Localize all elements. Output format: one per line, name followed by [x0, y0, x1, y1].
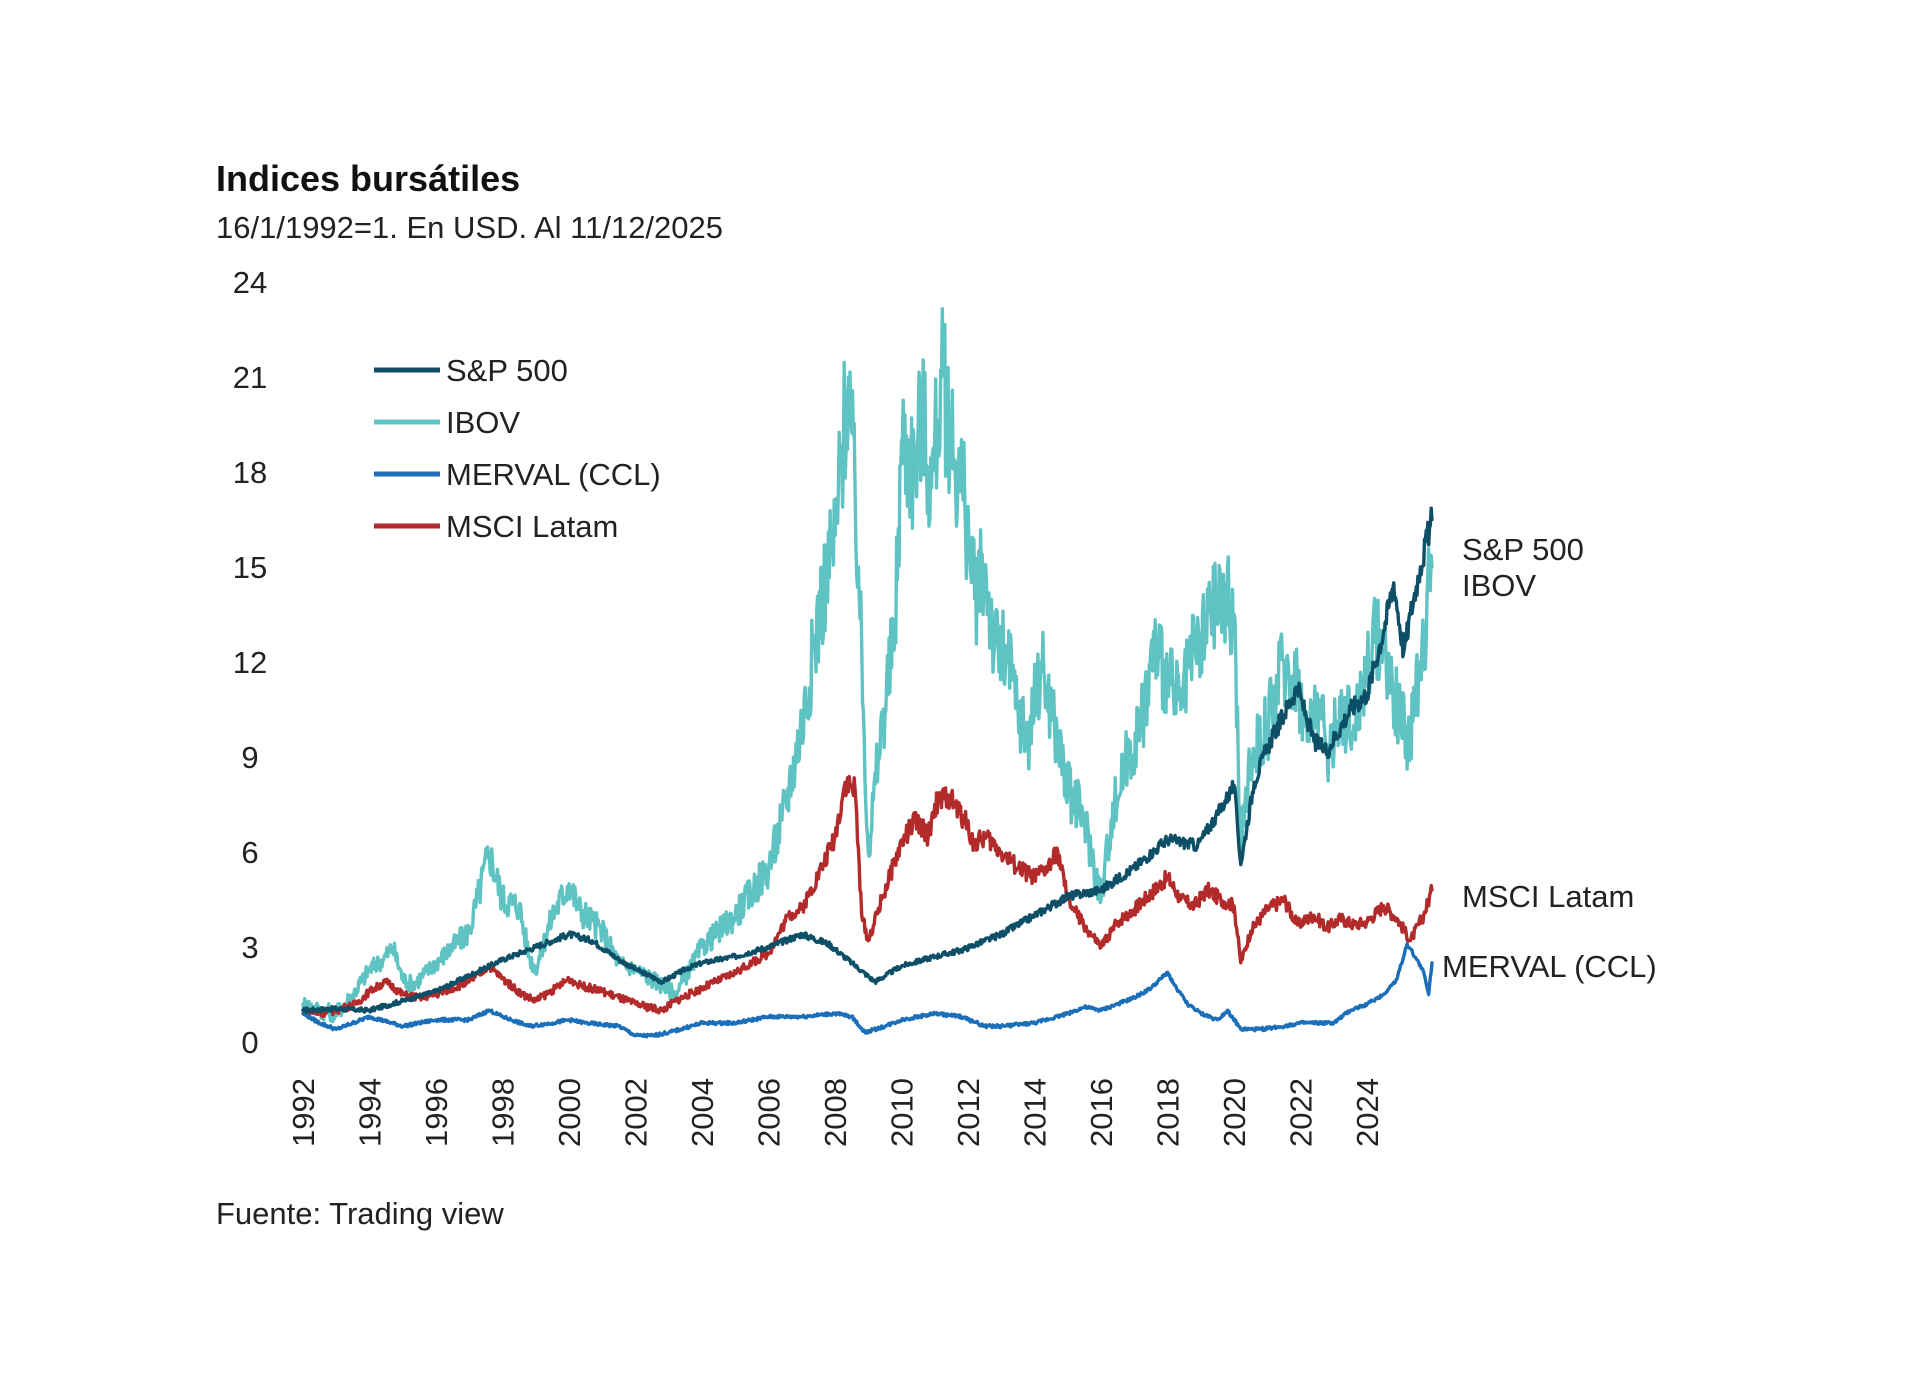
series-line-s-p-500: [301, 506, 1434, 1014]
series-line-merval-ccl: [301, 942, 1434, 1039]
end-label: MSCI Latam: [1462, 879, 1634, 914]
x-tick-label: 1994: [353, 1078, 388, 1147]
x-tick-label: 2010: [885, 1078, 920, 1147]
y-tick-label: 3: [241, 930, 258, 965]
y-tick-label: 9: [241, 740, 258, 775]
x-tick-label: 2014: [1018, 1078, 1053, 1147]
legend-label: IBOV: [446, 405, 520, 440]
y-tick-label: 12: [233, 645, 267, 680]
series-line-msci-latam: [301, 774, 1434, 1019]
x-tick-label: 2022: [1284, 1078, 1319, 1147]
x-tick-label: 2000: [552, 1078, 587, 1147]
x-tick-label: 2012: [951, 1078, 986, 1147]
x-tick-label: 2016: [1084, 1078, 1119, 1147]
series-line-ibov: [301, 307, 1434, 1024]
end-label: IBOV: [1462, 568, 1536, 603]
source-note: Fuente: Trading view: [216, 1196, 504, 1231]
y-tick-label: 15: [233, 550, 267, 585]
legend-label: S&P 500: [446, 353, 568, 388]
x-tick-label: 2002: [619, 1078, 654, 1147]
x-tick-label: 1992: [286, 1078, 321, 1147]
chart-subtitle: 16/1/1992=1. En USD. Al 11/12/2025: [216, 210, 724, 245]
series-lines: [301, 307, 1434, 1039]
x-tick-label: 2004: [685, 1078, 720, 1147]
y-tick-label: 6: [241, 835, 258, 870]
legend: S&P 500 IBOV MERVAL (CCL) MSCI Latam: [374, 353, 661, 544]
y-tick-label: 18: [233, 455, 267, 490]
x-tick-label: 2020: [1217, 1078, 1252, 1147]
x-tick-label: 1998: [486, 1078, 521, 1147]
x-tick-label: 1996: [419, 1078, 454, 1147]
legend-label: MERVAL (CCL): [446, 457, 661, 492]
y-tick-label: 0: [241, 1025, 258, 1060]
x-tick-label: 2008: [818, 1078, 853, 1147]
x-tick-label: 2018: [1151, 1078, 1186, 1147]
y-tick-label: 21: [233, 360, 267, 395]
x-tick-label: 2024: [1350, 1078, 1385, 1147]
y-axis: 0 3 6 9 12 15 18 21 24: [233, 265, 267, 1060]
legend-label: MSCI Latam: [446, 509, 618, 544]
x-axis: 1992 1994 1996 1998 2000 2002 2004 2006 2008 2010…: [286, 1078, 1385, 1147]
y-tick-label: 24: [233, 265, 267, 300]
end-label: S&P 500: [1462, 532, 1584, 567]
x-tick-label: 2006: [752, 1078, 787, 1147]
chart-title: Indices bursátiles: [216, 158, 521, 199]
end-label: MERVAL (CCL): [1442, 949, 1657, 984]
